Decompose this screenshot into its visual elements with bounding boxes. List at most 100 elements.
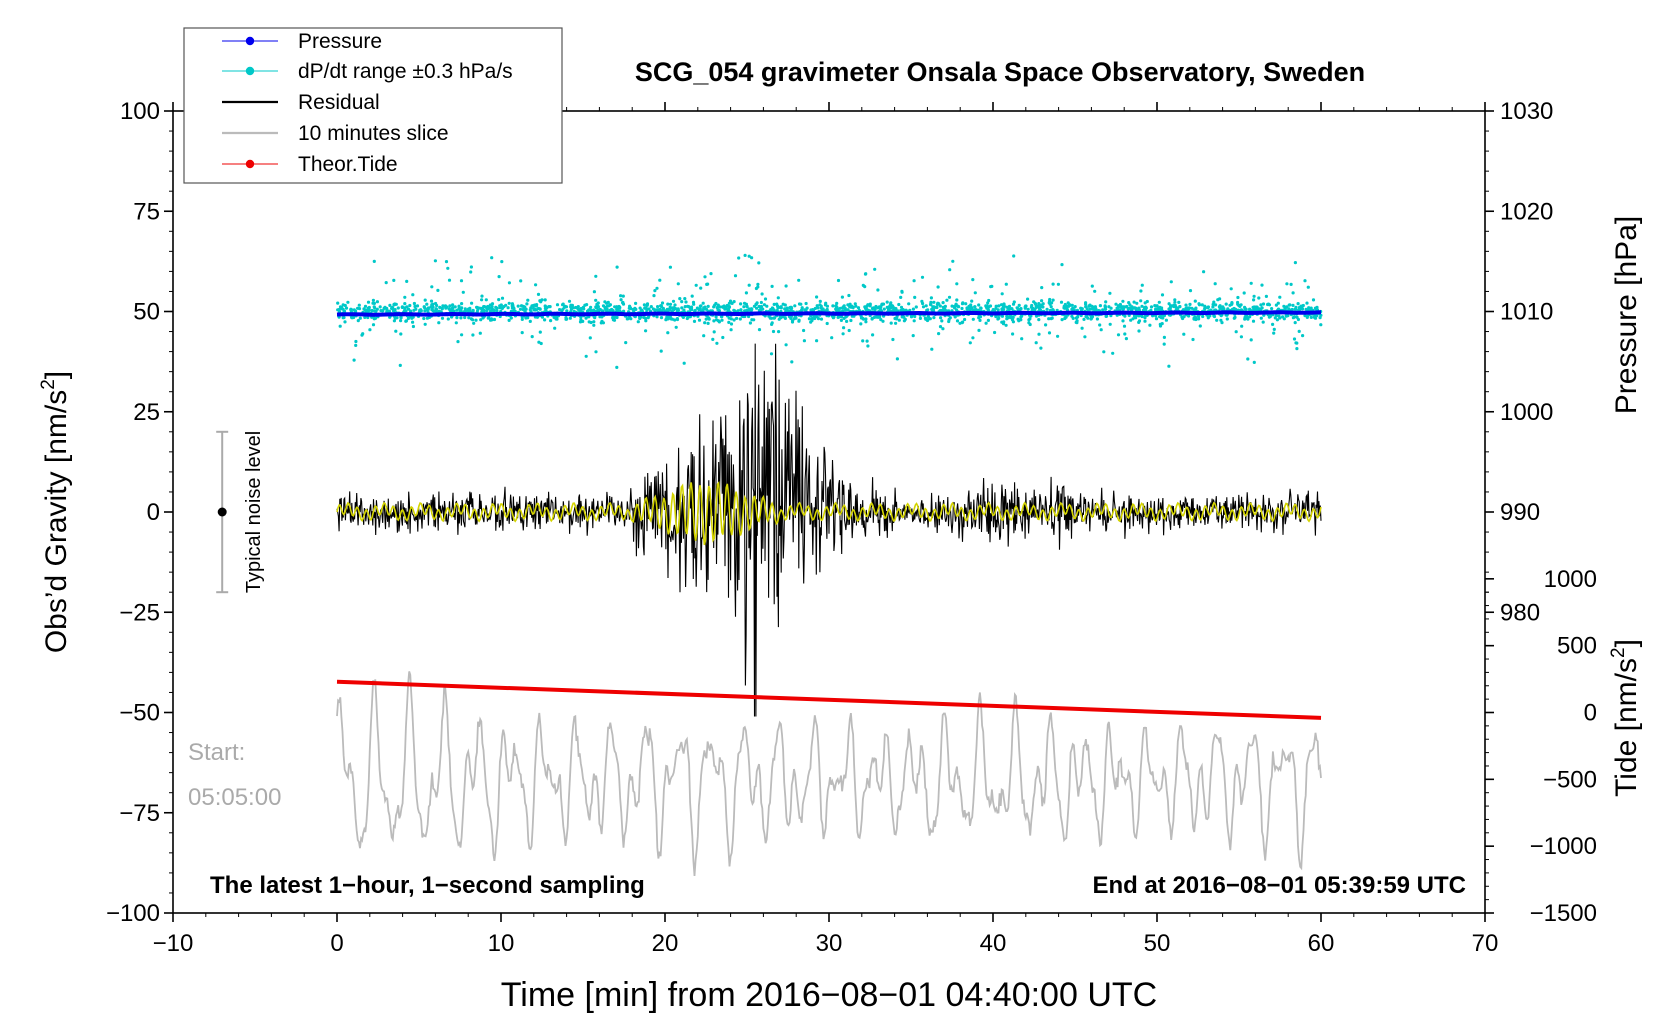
dpdt-point: [721, 335, 725, 340]
legend-label: Theor.Tide: [298, 153, 398, 176]
dpdt-point: [941, 327, 945, 331]
dpdt-point: [729, 317, 733, 321]
dpdt-point: [645, 302, 650, 306]
dpdt-point: [408, 303, 412, 308]
dpdt-point: [548, 305, 552, 309]
dpdt-point: [372, 259, 376, 263]
dpdt-point: [1073, 305, 1077, 309]
dpdt-point: [945, 298, 949, 302]
dpdt-point: [671, 299, 676, 303]
dpdt-point: [1034, 314, 1039, 318]
dpdt-point: [570, 303, 575, 307]
dpdt-point: [1017, 303, 1021, 307]
dpdt-point: [1206, 316, 1210, 320]
dpdt-point: [411, 293, 415, 297]
dpdt-point: [790, 360, 794, 364]
dpdt-point: [783, 303, 787, 307]
dpdt-point: [1169, 280, 1173, 284]
dpdt-point: [938, 304, 942, 308]
dpdt-point: [1132, 300, 1136, 304]
dpdt-point: [1220, 307, 1225, 311]
dpdt-point: [864, 317, 868, 321]
dpdt-point: [702, 334, 706, 338]
dpdt-point: [1290, 307, 1294, 312]
dpdt-point: [511, 303, 515, 307]
dpdt-point: [843, 306, 847, 311]
dpdt-point: [1292, 337, 1297, 341]
dpdt-point: [1032, 307, 1036, 311]
dpdt-point: [682, 361, 686, 365]
dpdt-point: [1140, 314, 1144, 319]
dpdt-point: [668, 305, 672, 309]
dpdt-point: [789, 305, 793, 309]
dpdt-point: [963, 317, 967, 322]
dpdt-point: [1162, 342, 1166, 346]
dpdt-point: [940, 319, 944, 323]
dpdt-point: [603, 300, 607, 304]
dpdt-point: [891, 337, 895, 342]
dpdt-point: [394, 302, 398, 306]
sampling-note: The latest 1−hour, 1−second sampling: [210, 872, 645, 899]
dpdt-point: [1291, 291, 1295, 295]
dpdt-point: [594, 298, 598, 302]
dpdt-point: [674, 307, 678, 311]
dpdt-point: [815, 304, 819, 308]
dpdt-point: [442, 304, 446, 308]
dpdt-point: [444, 260, 449, 264]
dpdt-point: [1252, 360, 1256, 364]
noise-level-label: Typical noise level: [243, 431, 265, 593]
dpdt-point: [530, 335, 534, 339]
dpdt-point: [727, 301, 732, 305]
dpdt-point: [984, 321, 988, 325]
dpdt-point: [405, 279, 409, 283]
dpdt-point: [399, 315, 403, 319]
dpdt-point: [653, 289, 657, 293]
dpdt-point: [1249, 281, 1253, 285]
dpdt-point: [779, 306, 783, 310]
dpdt-point: [534, 304, 539, 308]
dpdt-point: [616, 307, 620, 311]
dpdt-point: [926, 308, 930, 312]
dpdt-point: [1230, 301, 1234, 305]
dpdt-point: [482, 305, 486, 309]
dpdt-point: [1305, 301, 1309, 305]
x-tick-label: 40: [980, 930, 1007, 957]
dpdt-point: [391, 306, 395, 310]
y-tide-tick-label: −1000: [1530, 833, 1597, 860]
dpdt-point: [737, 256, 741, 260]
dpdt-point: [1122, 324, 1127, 328]
dpdt-point: [561, 303, 565, 307]
dpdt-point: [687, 305, 691, 309]
dpdt-point: [512, 307, 516, 311]
dpdt-point: [1098, 304, 1102, 308]
dpdt-point: [935, 302, 940, 307]
axes-layer: −10 0 10 20 30 40 50 60 701007550250−25−50−75−10…: [106, 98, 1597, 957]
dpdt-point: [1234, 330, 1238, 334]
dpdt-point: [732, 318, 736, 322]
dpdt-point: [719, 315, 724, 319]
dpdt-point: [627, 306, 631, 310]
dpdt-point: [392, 278, 396, 282]
dpdt-point: [914, 305, 918, 309]
dpdt-point: [847, 293, 851, 298]
dpdt-point: [431, 305, 435, 309]
y-left-tick-label: 0: [147, 499, 160, 526]
dpdt-point: [1246, 357, 1250, 361]
dpdt-point: [693, 308, 697, 313]
dpdt-point: [947, 295, 952, 299]
dpdt-point: [1295, 315, 1299, 319]
dpdt-point: [518, 307, 523, 311]
dpdt-point: [426, 307, 430, 311]
dpdt-point: [1293, 261, 1297, 265]
dpdt-point: [707, 317, 711, 321]
dpdt-point: [936, 285, 940, 289]
dpdt-point: [1011, 320, 1016, 324]
dpdt-point: [656, 305, 660, 309]
dpdt-point: [668, 265, 673, 269]
dpdt-point: [1194, 317, 1198, 322]
dpdt-point: [356, 319, 360, 323]
dpdt-point: [815, 295, 819, 299]
y-axis-label-tide: Tide [nm/s2]: [1608, 639, 1643, 797]
dpdt-point: [897, 318, 901, 322]
dpdt-point: [678, 297, 682, 301]
